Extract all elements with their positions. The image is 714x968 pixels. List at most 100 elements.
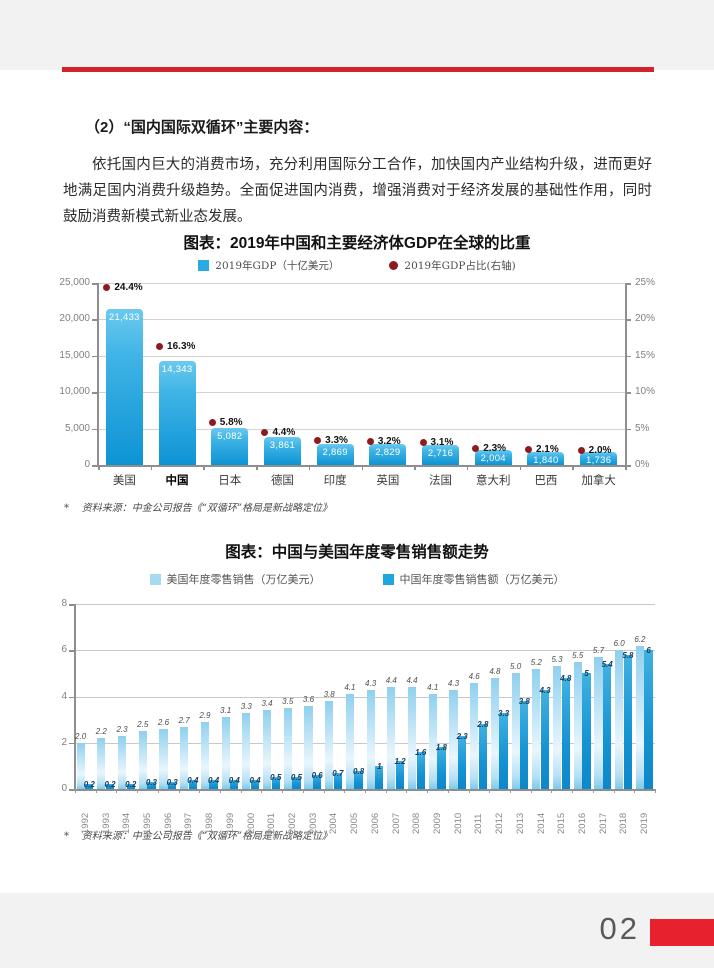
us-retail-value-label: 4.3 bbox=[365, 678, 377, 688]
legend-label: 美国年度零售销售（万亿美元） bbox=[166, 574, 321, 586]
cn-retail-bar bbox=[292, 777, 301, 789]
us-retail-bar bbox=[470, 682, 479, 789]
year-label-text: 2016 bbox=[577, 812, 588, 834]
x-axis-category-label: 法国 bbox=[429, 475, 453, 487]
cn-retail-bar bbox=[520, 701, 529, 789]
us-retail-value-label: 3.5 bbox=[282, 697, 294, 707]
axis-tick bbox=[69, 604, 75, 606]
us-retail-bar bbox=[221, 717, 230, 789]
us-retail-bar bbox=[283, 708, 292, 789]
us-retail-value-label: 3.4 bbox=[261, 699, 273, 709]
cn-retail-bar bbox=[230, 779, 239, 789]
year-label-text: 2011 bbox=[473, 813, 485, 834]
us-retail-value-label: 2.2 bbox=[95, 727, 107, 737]
axis-tick bbox=[655, 789, 656, 793]
x-axis-year-label: 1993 bbox=[100, 796, 113, 834]
x-axis-year-label: 1992 bbox=[79, 796, 92, 834]
gdp-bar-value-label: 14,343 bbox=[161, 363, 193, 375]
x-axis-year-label: 1995 bbox=[141, 796, 154, 834]
us-retail-value-label: 2.0 bbox=[75, 731, 87, 741]
gridline bbox=[98, 428, 625, 430]
axis-tick bbox=[92, 428, 98, 431]
axis-tick bbox=[75, 789, 76, 793]
page-number: 02 bbox=[599, 911, 640, 946]
cn-retail-bar bbox=[313, 775, 322, 789]
y-axis-tick-label: 4 bbox=[61, 690, 67, 702]
gridline bbox=[75, 696, 655, 698]
year-label-text: 1998 bbox=[204, 812, 216, 834]
cn-retail-value-label: 0.4 bbox=[249, 775, 261, 785]
gdp-share-dot bbox=[577, 446, 585, 454]
retail-chart-title: 图表：中国与美国年度零售销售额走势 bbox=[225, 544, 489, 561]
us-retail-bar bbox=[159, 728, 168, 789]
us-retail-bar bbox=[366, 689, 375, 789]
x-axis-year-label: 1994 bbox=[120, 796, 133, 834]
x-axis-category-label: 巴西 bbox=[534, 475, 558, 487]
year-label-text: 2005 bbox=[349, 812, 361, 834]
y-axis-tick-label: 6 bbox=[61, 644, 67, 656]
us-retail-value-label: 2.3 bbox=[116, 724, 128, 734]
gdp-share-label: 3.3% bbox=[325, 435, 348, 447]
us-retail-value-label: 5.0 bbox=[510, 662, 522, 672]
axis-tick bbox=[157, 789, 159, 793]
x-axis-year-label: 2012 bbox=[493, 796, 506, 834]
x-axis-category-label: 德国 bbox=[270, 475, 294, 487]
cn-retail-value-label: 5.8 bbox=[622, 650, 634, 660]
cn-retail-bar bbox=[582, 673, 591, 789]
year-label-text: 1999 bbox=[224, 812, 236, 834]
gdp-bar: 2,829 bbox=[369, 444, 407, 465]
legend-item-cn-retail: 中国年度零售销售额（万亿美元） bbox=[382, 571, 565, 587]
us-retail-value-label: 5.2 bbox=[530, 657, 542, 667]
gdp-share-dot bbox=[472, 444, 480, 452]
year-label-text: 2009 bbox=[432, 812, 443, 834]
year-label-text: 2002 bbox=[287, 812, 298, 834]
gridline bbox=[75, 604, 655, 605]
cn-retail-bar bbox=[354, 770, 363, 789]
gdp-bar: 2,004 bbox=[474, 450, 512, 465]
axis-tick bbox=[414, 465, 416, 470]
axis-tick bbox=[95, 789, 97, 793]
gdp-share-dot bbox=[314, 437, 322, 445]
us-retail-bar bbox=[511, 673, 520, 789]
x-axis-year-label: 2006 bbox=[369, 796, 382, 834]
x-axis-year-label: 2013 bbox=[514, 796, 527, 834]
cn-retail-bar bbox=[85, 784, 94, 789]
cn-retail-value-label: 1.6 bbox=[415, 748, 427, 757]
gdp-bar: 2,869 bbox=[316, 444, 354, 465]
axis-tick bbox=[98, 465, 100, 470]
top-red-rule bbox=[62, 67, 654, 72]
gdp-bar-value-label: 1,736 bbox=[586, 455, 612, 467]
us-retail-bar bbox=[262, 710, 272, 789]
us-retail-bar bbox=[428, 694, 437, 789]
axis-tick bbox=[406, 789, 408, 793]
cn-retail-bar bbox=[188, 779, 197, 789]
gdp-share-dot bbox=[524, 446, 532, 454]
us-retail-bar bbox=[97, 738, 106, 789]
y-axis-tick-label: 5,000 bbox=[64, 422, 90, 434]
legend-item-gdp: 2019年GDP（十亿美元） bbox=[198, 258, 339, 273]
retail-chart-legend: 美国年度零售销售（万亿美元） 中国年度零售销售额（万亿美元） bbox=[0, 571, 714, 587]
us-retail-value-label: 5.5 bbox=[572, 650, 584, 660]
year-label-text: 2006 bbox=[369, 812, 381, 834]
cn-retail-value-label: 3.3 bbox=[498, 708, 510, 718]
cn-retail-bar bbox=[540, 689, 550, 789]
year-label-text: 1996 bbox=[162, 812, 174, 834]
cn-retail-bar bbox=[561, 678, 570, 789]
us-retail-value-label: 6.0 bbox=[613, 639, 625, 649]
axis-tick bbox=[240, 789, 242, 793]
x-axis-year-label: 2015 bbox=[555, 796, 568, 834]
axis-tick bbox=[551, 789, 553, 793]
us-retail-value-label: 4.4 bbox=[406, 676, 418, 686]
gdp-share-label: 4.4% bbox=[272, 427, 296, 439]
us-retail-value-label: 2.9 bbox=[199, 710, 211, 720]
x-axis-year-label: 2019 bbox=[638, 796, 651, 834]
cn-retail-value-label: 0.2 bbox=[83, 780, 95, 790]
gdp-share-label: 16.3% bbox=[167, 340, 196, 352]
cn-retail-bar bbox=[333, 772, 342, 789]
axis-tick bbox=[625, 465, 631, 467]
us-retail-bar bbox=[532, 668, 541, 789]
axis-tick bbox=[92, 465, 98, 467]
us-retail-value-label: 4.1 bbox=[427, 683, 439, 693]
cn-retail-value-label: 1.2 bbox=[394, 757, 406, 767]
axis-tick bbox=[385, 789, 387, 793]
